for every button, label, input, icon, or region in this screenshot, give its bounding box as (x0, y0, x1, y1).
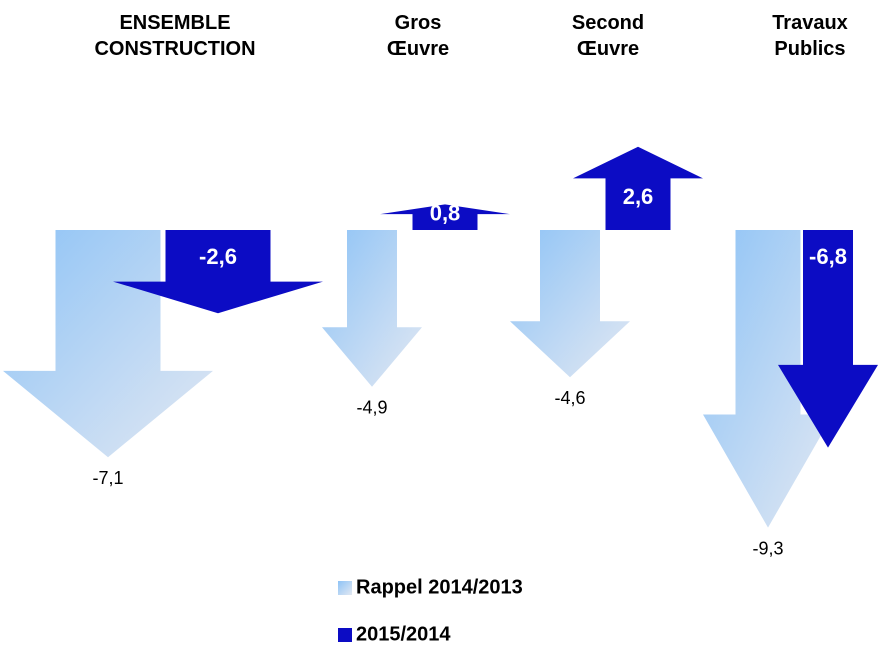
legend-label: 2015/2014 (356, 623, 451, 645)
category-label: ENSEMBLE CONSTRUCTION (94, 12, 256, 60)
legend-swatch (338, 581, 352, 595)
arrow (113, 230, 323, 314)
arrow (778, 230, 878, 448)
value-label: 2,6 (623, 184, 654, 209)
value-label: -6,8 (809, 244, 847, 269)
category-label: Second Œuvre (571, 12, 645, 60)
category-label: Travaux Publics (772, 12, 848, 60)
arrow (322, 230, 422, 387)
value-label: -4,9 (356, 398, 387, 418)
arrow (573, 146, 703, 230)
arrow (510, 230, 630, 378)
legend-label: Rappel 2014/2013 (356, 576, 523, 598)
value-label: -4,6 (554, 388, 585, 408)
value-label: -2,6 (199, 244, 237, 269)
legend-swatch (338, 628, 352, 642)
value-label: -7,1 (92, 468, 123, 488)
arrow (380, 204, 510, 230)
category-label: Gros Œuvre (386, 12, 450, 60)
arrow (703, 230, 833, 528)
value-label: -9,3 (752, 538, 783, 558)
value-label: 0,8 (430, 200, 461, 225)
